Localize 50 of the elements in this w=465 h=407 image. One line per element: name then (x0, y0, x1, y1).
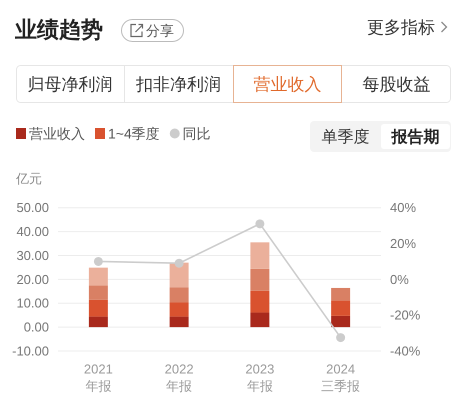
y2-tick-label: 20% (390, 236, 416, 252)
bar (250, 312, 270, 328)
text: 扣非净利润 (135, 74, 221, 94)
legend-label: 营业收入 (29, 126, 85, 142)
point (174, 258, 184, 268)
y-tick-label: 10.00 (16, 296, 49, 311)
bar (88, 300, 108, 317)
y-tick-label: 20.00 (16, 272, 49, 287)
bar (250, 290, 270, 313)
bar (88, 316, 108, 328)
bar (331, 288, 350, 301)
point (94, 256, 103, 266)
text: 归母净利润 (28, 74, 112, 94)
x-tick-label: 2021 年报 (84, 362, 113, 394)
text: 单季度 (322, 128, 370, 146)
legend-label: 1~4季度 (108, 126, 160, 142)
y-tick-label: 40.00 (16, 224, 49, 240)
point (336, 333, 346, 342)
bar (170, 287, 189, 303)
text: 更多指标 (367, 18, 435, 36)
x-tick-label: 2023 年报 (245, 362, 274, 394)
bar (88, 286, 108, 300)
bar (170, 316, 189, 328)
bar (170, 302, 189, 317)
y2-tick-label: -20% (390, 308, 421, 323)
bar (250, 242, 270, 269)
legend-label: 同比 (182, 126, 211, 142)
text: 报告期 (390, 128, 440, 146)
text: 分享 (146, 22, 174, 38)
y2-tick-label: 0% (390, 272, 410, 287)
y-axis-title: 亿元 (15, 170, 42, 186)
share-button[interactable] (121, 19, 184, 42)
y-tick-label: -10.00 (12, 344, 49, 358)
bar (331, 316, 350, 328)
x-tick-label: 2022 年报 (164, 362, 194, 394)
text: 营业收入 (254, 74, 322, 94)
y-tick-label: 50.00 (16, 200, 49, 216)
bar (331, 300, 350, 316)
y2-tick-label: 40% (390, 200, 416, 216)
bar (88, 268, 108, 286)
y-tick-label: 30.00 (16, 248, 49, 263)
x-tick-label: 2024 三季报 (321, 362, 360, 394)
y-tick-label: 0.00 (24, 320, 49, 335)
point (255, 219, 264, 228)
y2-tick-label: -40% (390, 344, 421, 358)
selected-tab[interactable] (233, 65, 342, 103)
chart-title: 业绩趋势 (14, 16, 103, 42)
text: 每股收益 (362, 74, 430, 94)
bar (250, 268, 270, 291)
bar (170, 262, 189, 288)
